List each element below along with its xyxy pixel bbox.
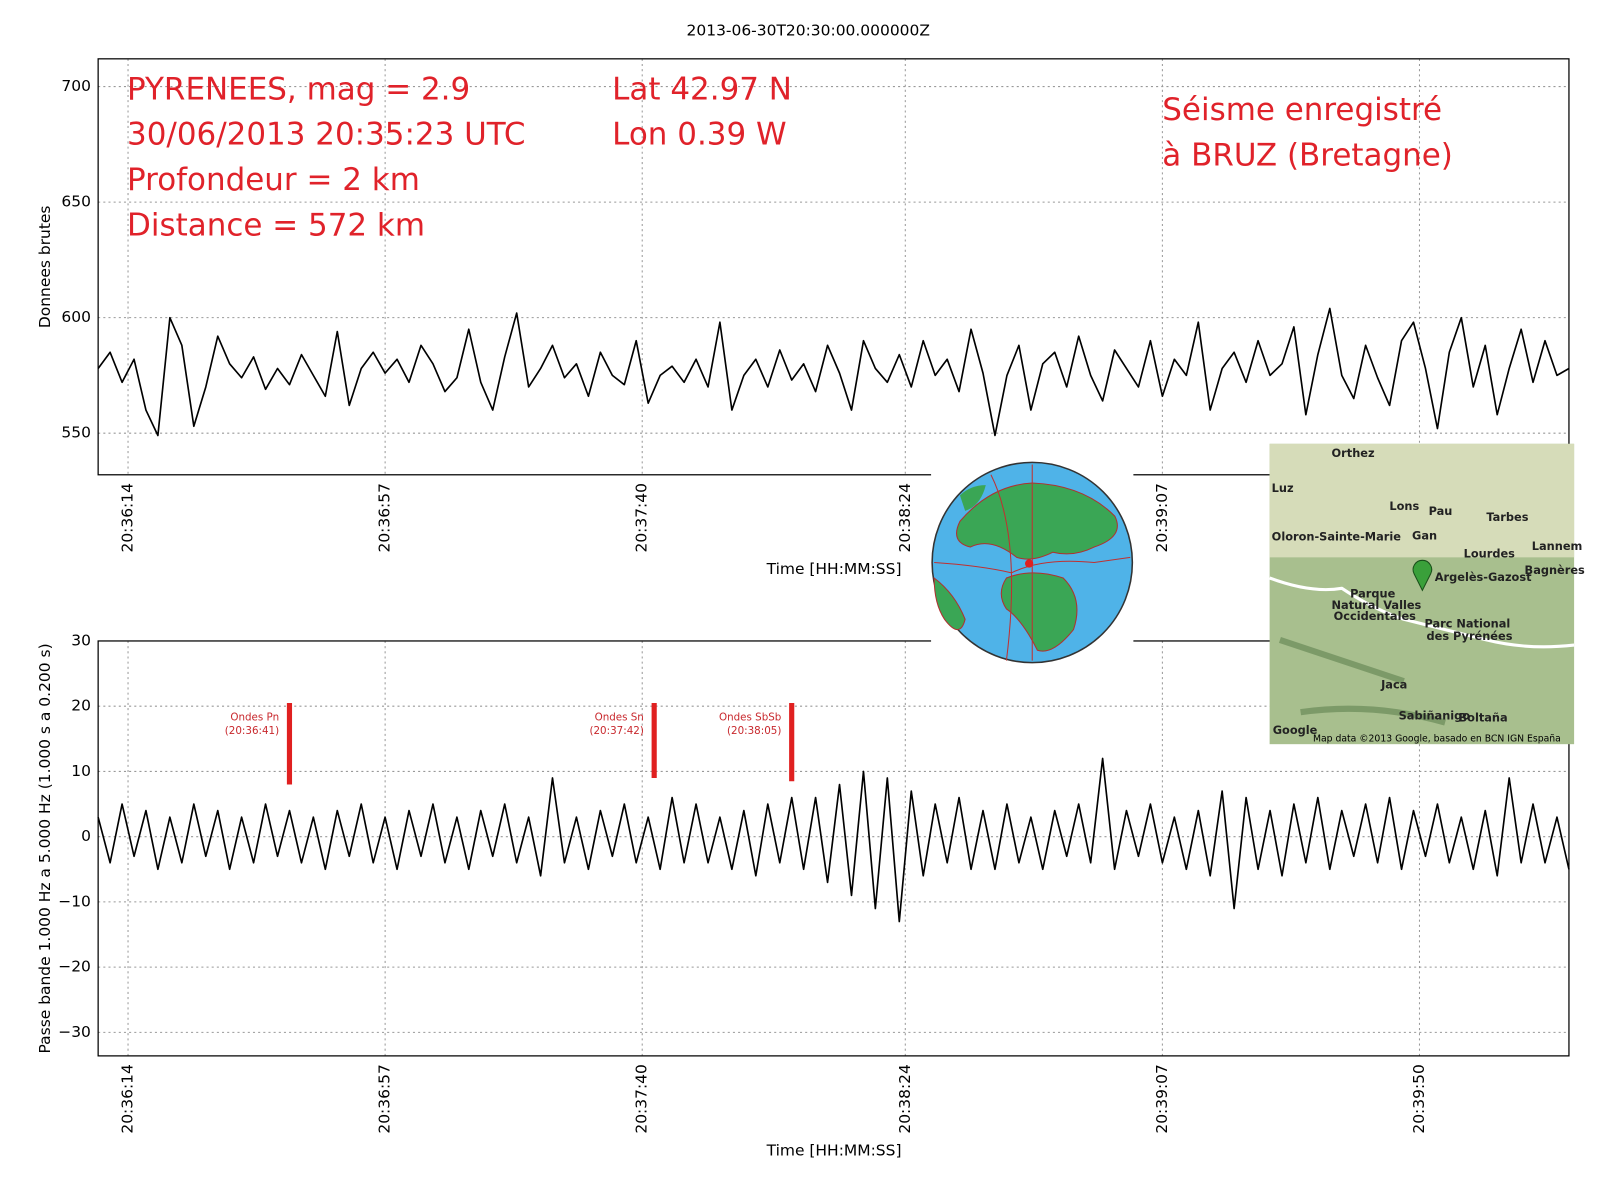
map-label: Pau	[1429, 504, 1453, 518]
globe-land	[1000, 572, 1078, 652]
x-tick-label: 20:36:57	[376, 483, 394, 552]
marker-label: Ondes Sn	[595, 711, 644, 723]
annotation: Distance = 572 km	[127, 208, 425, 244]
y-tick-label: 30	[71, 631, 91, 649]
x-tick-label: 20:36:14	[119, 483, 137, 552]
y-tick-label: 700	[61, 77, 91, 95]
plot-frame	[97, 640, 1570, 1057]
map-inset: Orthez Luz Lons Pau Tarbes Oloron-Sainte-Mari…	[1269, 443, 1585, 745]
marker-time: (20:37:42)	[589, 725, 643, 737]
map-label: Jaca	[1380, 677, 1407, 691]
map-label: Parc National	[1424, 616, 1510, 630]
y-tick-label: −20	[58, 958, 91, 976]
map-label: Tarbes	[1486, 510, 1528, 524]
y-axis-label: Donnees brutes	[36, 205, 54, 328]
y-tick-label: 550	[61, 424, 91, 442]
y-tick-label: 0	[81, 827, 91, 845]
x-tick-label: 20:38:24	[896, 483, 914, 552]
map-label: Boltaña	[1459, 710, 1508, 724]
x-tick-label: 20:37:40	[633, 1064, 651, 1133]
map-label: Oloron-Sainte-Marie	[1272, 530, 1402, 544]
figure-title: 2013-06-30T20:30:00.000000Z	[687, 21, 930, 39]
globe-inset	[931, 461, 1134, 664]
map-label: Occidentales	[1334, 609, 1417, 623]
annotation: PYRENEES, mag = 2.9	[127, 71, 470, 107]
x-tick-label: 20:36:14	[119, 1064, 137, 1133]
map-plains	[1269, 443, 1575, 558]
annotation: Lat 42.97 N	[612, 71, 792, 107]
marker-time: (20:36:41)	[225, 725, 279, 737]
map-label: Argelès-Gazost	[1435, 570, 1532, 584]
y-tick-label: 600	[61, 308, 91, 326]
y-tick-label: −10	[58, 892, 91, 910]
map-label: Google	[1273, 723, 1318, 737]
annotation: à BRUZ (Bretagne)	[1162, 137, 1453, 173]
y-tick-label: 20	[71, 697, 91, 715]
x-tick-label: 20:37:40	[633, 483, 651, 552]
border	[1269, 576, 1575, 649]
y-tick-label: 10	[71, 762, 91, 780]
annotation: Séisme enregistré	[1162, 92, 1442, 128]
y-tick-label: 650	[61, 193, 91, 211]
globe-land	[959, 485, 986, 511]
trace	[97, 757, 1570, 923]
x-tick-label: 20:39:07	[1153, 1064, 1171, 1133]
map-label: des Pyrénées	[1427, 629, 1513, 643]
map-label: Sabiñanigo	[1399, 708, 1471, 722]
trace	[97, 307, 1570, 437]
map-label: Lons	[1389, 499, 1419, 513]
map-label: Parque	[1350, 587, 1395, 601]
map-label: Bagnères	[1525, 563, 1585, 577]
y-tick-label: −30	[58, 1023, 91, 1041]
epicenter	[1025, 559, 1034, 568]
map-label: Lourdes	[1464, 546, 1516, 560]
map-label: Gan	[1412, 529, 1437, 543]
map-credit: Map data ©2013 Google, basado en BCN IGN…	[1313, 734, 1561, 745]
globe-land	[933, 576, 966, 631]
annotation: Profondeur = 2 km	[127, 162, 420, 198]
map-label: Natural Valles	[1332, 598, 1422, 612]
x-tick-label: 20:36:57	[376, 1064, 394, 1133]
x-axis-label: Time [HH:MM:SS]	[766, 1141, 902, 1159]
x-tick-label: 20:38:24	[896, 1064, 914, 1133]
y-axis-label: Passe bande 1.000 Hz a 5.000 Hz (1.000 s…	[36, 643, 54, 1053]
annotation: Lon 0.39 W	[612, 117, 786, 153]
relief	[1278, 636, 1446, 726]
map-pin	[1412, 559, 1433, 592]
map-label: Luz	[1272, 481, 1294, 495]
marker-label: Ondes Pn	[230, 711, 279, 723]
map-label: Orthez	[1332, 446, 1375, 460]
annotation: 30/06/2013 20:35:23 UTC	[127, 117, 525, 153]
marker-time: (20:38:05)	[727, 725, 781, 737]
x-tick-label: 20:39:07	[1153, 483, 1171, 552]
map-label: Lannem	[1532, 539, 1583, 553]
marker-label: Ondes SbSb	[719, 711, 781, 723]
plot-frame	[97, 58, 1570, 476]
x-tick-label: 20:39:50	[1410, 1064, 1428, 1133]
x-axis-label: Time [HH:MM:SS]	[766, 560, 902, 578]
